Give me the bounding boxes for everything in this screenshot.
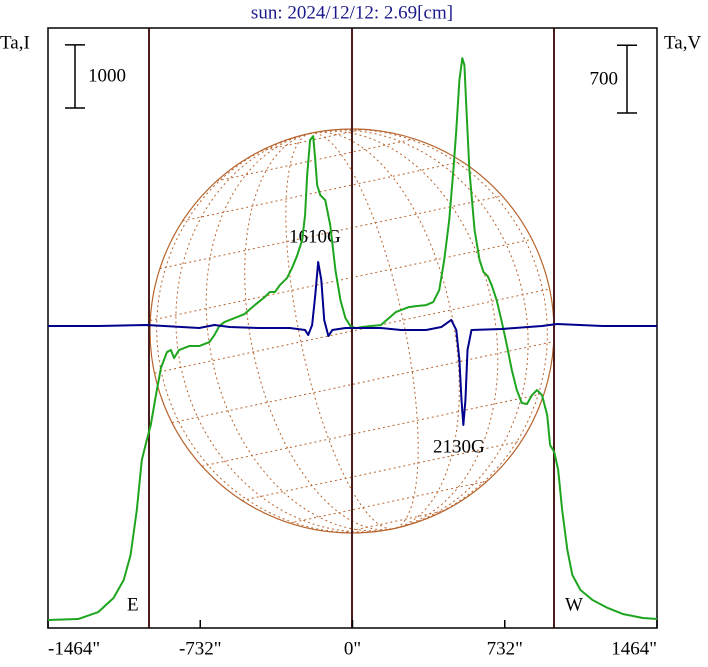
meridian bbox=[309, 132, 419, 530]
parallel bbox=[150, 238, 533, 321]
parallel bbox=[171, 341, 554, 424]
parallel bbox=[182, 161, 463, 222]
meridian bbox=[205, 132, 395, 532]
y2-scale-label: 700 bbox=[590, 68, 619, 89]
y-axis-label: Ta,I bbox=[0, 32, 30, 53]
scale-bar bbox=[65, 44, 85, 109]
parallel bbox=[289, 480, 488, 524]
y2-axis-label: Ta,V bbox=[664, 32, 701, 53]
meridian bbox=[309, 128, 548, 530]
data-line bbox=[48, 261, 657, 426]
scale-bar bbox=[617, 44, 637, 114]
x-tick-label: 0" bbox=[344, 638, 361, 659]
annotation: 2130G bbox=[433, 436, 485, 457]
annotation: W bbox=[565, 594, 583, 615]
meridian bbox=[309, 129, 529, 530]
annotation: E bbox=[127, 594, 139, 615]
meridian bbox=[309, 131, 460, 530]
meridian bbox=[309, 130, 499, 530]
x-tick-label: -732" bbox=[179, 638, 222, 659]
parallel bbox=[159, 195, 503, 270]
x-tick-label: -1464" bbox=[48, 638, 100, 659]
meridian bbox=[285, 132, 395, 530]
chart-title: sun: 2024/12/12: 2.69[cm] bbox=[251, 2, 453, 23]
x-tick-label: 732" bbox=[487, 638, 523, 659]
meridian bbox=[175, 132, 395, 533]
parallel bbox=[201, 392, 545, 467]
x-tick-label: 1464" bbox=[611, 638, 657, 659]
y-scale-label: 1000 bbox=[88, 65, 126, 86]
